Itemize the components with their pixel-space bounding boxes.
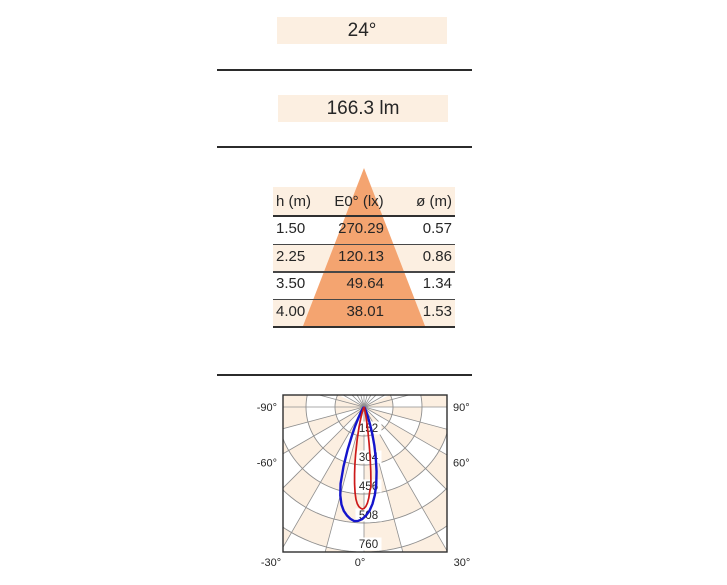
checker-cell [225,385,259,407]
angle-grid-line [283,406,365,489]
table-row: 1.50 270.29 0.57 [273,215,455,243]
checker-cell [386,482,422,520]
ring-arc [334,395,394,437]
cell-height: 2.25 [276,247,306,265]
checker-cell [414,422,447,451]
angle-label: 60° [453,458,470,470]
cell-height: 4.00 [276,302,306,320]
checker-cell [283,527,292,548]
checker-cell [371,432,393,464]
illuminance-table: h (m) E0° (lx) ø (m) 1.50 270.29 0.57 2.… [273,187,455,325]
angle-grid-line [363,406,447,456]
polar-curves [339,406,378,523]
separator-line-3 [217,374,472,376]
cell-height: 3.50 [276,275,306,293]
table-row: 2.25 120.13 0.86 [273,243,455,271]
angle-label: 90° [453,402,470,414]
angle-grid-line [317,395,365,408]
checker-cell [392,407,422,423]
checker-cell [420,395,447,407]
cell-diameter: 0.86 [422,247,452,265]
angle-grid-line [363,395,411,408]
separator-line-2 [217,146,472,148]
cell-illuminance: 49.64 [346,275,384,293]
ring-label: 456 [359,481,378,493]
angle-label: -60° [257,458,277,470]
checker-cell [283,395,308,407]
chart-border [282,394,448,553]
beam-angle-value: 24° [277,17,447,44]
angle-label: -30° [261,557,281,569]
checker-cell [283,468,321,508]
table-rule-3 [273,298,455,300]
curve-blue [339,406,378,523]
angle-grid-line [283,406,365,549]
cell-diameter: 0.57 [422,220,452,238]
table-row: 3.50 49.64 1.34 [273,270,455,298]
checker-cell [467,480,490,556]
checker-cell [425,450,447,490]
checker-cell [384,421,415,449]
checker-cell [322,427,350,458]
angle-grid-line [324,406,365,552]
checker-cell [307,414,339,436]
checker-cell [225,407,252,445]
separator-line-1 [217,69,472,71]
curve-red [353,406,372,510]
table-rule-1 [273,243,455,245]
angle-grid-line [363,406,447,491]
cell-diameter: 1.34 [422,275,452,293]
checker-cell [325,547,364,552]
checker-cell [291,507,334,548]
cell-illuminance: 120.13 [338,247,384,265]
table-rule-header [273,215,455,217]
column-header-illuminance: E0° (lx) [334,192,384,210]
ring-arc [305,395,423,466]
angle-grid-line [283,406,365,430]
cell-diameter: 1.53 [422,302,452,320]
table-rule-bottom [273,325,455,328]
checker-cell [393,448,426,483]
checker-cell [469,385,490,407]
ring-arc [283,431,447,495]
ring-label: 304 [359,452,379,464]
table-rule-2 [273,271,455,273]
luminous-flux-value: 166.3 lm [278,95,448,122]
table-header-row: h (m) E0° (lx) ø (m) [273,187,455,215]
column-header-diameter: ø (m) [416,192,452,210]
checker-cell [401,532,447,552]
ring-arc [283,487,447,524]
cell-height: 1.50 [276,220,306,238]
ring-label: 152 [359,423,378,435]
column-header-height: h (m) [276,192,311,210]
ring-label-bg [355,421,382,435]
cell-illuminance: 270.29 [338,220,384,238]
checker-cell [288,436,323,469]
angle-grid-line [363,406,447,430]
checker-cell [338,407,364,428]
ring-label-bg [355,537,382,551]
angle-grid-line [363,406,447,552]
checker-cell [422,489,447,533]
ring-label: 760 [359,539,378,551]
table-row: 4.00 38.01 1.53 [273,298,455,326]
angle-label: 0° [355,557,366,569]
cell-illuminance: 38.01 [346,302,384,320]
angle-grid-line [283,406,365,455]
angle-label: -90° [257,402,277,414]
checker-cell [335,395,364,407]
checker-cell [364,395,393,407]
checker-cell [225,445,238,512]
angle-label: 30° [454,557,471,569]
checker-cell [238,465,282,510]
